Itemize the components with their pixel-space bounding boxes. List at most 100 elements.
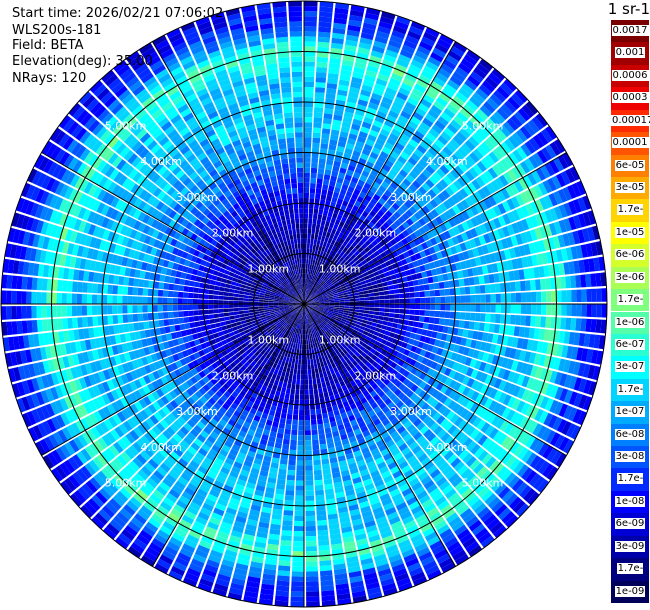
radar-gate-cell <box>300 369 304 375</box>
radar-gate-cell <box>429 199 439 209</box>
radar-gate-cell <box>506 358 514 370</box>
radar-gate-cell <box>327 73 339 80</box>
radar-gate-cell <box>443 508 456 519</box>
radar-gate-cell <box>403 287 410 293</box>
radar-gate-cell <box>420 457 432 467</box>
radar-gate-cell <box>206 422 215 431</box>
radar-gate-cell <box>275 488 285 495</box>
radar-gate-cell <box>247 334 254 340</box>
radar-gate-cell <box>399 309 405 314</box>
radar-gate-cell <box>255 536 267 544</box>
radar-gate-cell <box>322 292 327 296</box>
radar-gate-cell <box>387 549 400 558</box>
radar-gate-cell <box>449 545 464 557</box>
radar-gate-cell <box>283 398 289 404</box>
radar-gate-cell <box>377 172 386 181</box>
radar-gate-cell <box>234 422 243 430</box>
radar-gate-cell <box>267 328 273 333</box>
radar-gate-cell <box>333 241 339 247</box>
radar-gate-cell <box>399 293 405 299</box>
radar-gate-cell <box>481 437 492 449</box>
radar-gate-cell <box>379 16 394 25</box>
radar-gate-cell <box>320 351 324 357</box>
radar-gate-cell <box>402 407 412 416</box>
radar-gate-cell <box>330 286 336 290</box>
radar-gate-cell <box>179 547 194 558</box>
radar-gate-cell <box>372 344 379 351</box>
radar-gate-cell <box>227 341 234 347</box>
radar-gate-cell <box>100 450 112 463</box>
radar-gate-cell <box>363 478 373 487</box>
radar-gate-cell <box>333 160 341 168</box>
radar-gate-cell <box>356 285 363 290</box>
radar-gate-cell <box>489 343 497 354</box>
radar-gate-cell <box>377 247 385 254</box>
radar-gate-cell <box>424 336 431 344</box>
radar-gate-cell <box>133 492 146 505</box>
radar-gate-cell <box>437 192 447 203</box>
radar-gate-cell <box>412 463 423 473</box>
radar-gate-cell <box>504 138 516 152</box>
radar-gate-cell <box>340 337 346 343</box>
radar-gate-cell <box>324 221 330 227</box>
radar-gate-cell <box>206 409 215 418</box>
radar-gate-cell <box>484 284 491 294</box>
radar-gate-cell <box>136 489 149 501</box>
radar-gate-cell <box>311 275 315 281</box>
radar-gate-cell <box>407 351 415 359</box>
radar-gate-cell <box>566 345 574 359</box>
radar-gate-cell <box>263 408 270 415</box>
radar-gate-cell <box>344 281 350 286</box>
radar-gate-cell <box>59 398 69 411</box>
radar-gate-cell <box>350 513 362 521</box>
radar-gate-cell <box>409 332 417 340</box>
radar-gate-cell <box>405 437 416 447</box>
radar-gate-cell <box>460 355 468 365</box>
radar-gate-cell <box>379 308 385 312</box>
radar-gate-cell <box>374 479 385 488</box>
radar-gate-cell <box>585 243 593 257</box>
radar-gate-cell <box>398 319 404 325</box>
radar-gate-cell <box>493 378 502 389</box>
radar-gate-cell <box>414 542 428 553</box>
radar-gate-cell <box>349 278 355 284</box>
radar-gate-cell <box>256 359 263 366</box>
radar-gate-cell <box>382 146 392 155</box>
radar-gate-cell <box>291 321 295 327</box>
radar-gate-cell <box>422 415 432 425</box>
radar-gate-cell <box>322 230 327 237</box>
radar-gate-cell <box>336 198 344 205</box>
radar-gate-cell <box>455 295 461 303</box>
radar-gate-cell <box>486 517 500 531</box>
radar-gate-cell <box>503 172 513 184</box>
radar-gate-cell <box>414 309 420 316</box>
radar-gate-cell <box>393 190 402 199</box>
radar-gate-cell <box>540 165 551 179</box>
radar-gate-cell <box>256 318 262 323</box>
radar-gate-cell <box>361 473 371 482</box>
radar-gate-cell <box>306 324 308 330</box>
radar-gate-cell <box>347 164 356 172</box>
radar-gate-cell <box>50 401 60 415</box>
radar-gate-cell <box>318 286 323 291</box>
radar-gate-cell <box>292 414 299 420</box>
radar-gate-cell <box>322 283 328 288</box>
radar-gate-cell <box>304 122 313 128</box>
radar-gate-cell <box>336 225 343 232</box>
radar-gate-cell <box>203 413 212 422</box>
radar-gate-cell <box>499 420 510 432</box>
radar-gate-cell <box>354 279 361 284</box>
radar-gate-cell <box>310 311 315 316</box>
radar-gate-cell <box>334 109 344 116</box>
radar-gate-cell <box>329 222 335 229</box>
radar-gate-cell <box>270 405 277 412</box>
radar-gate-cell <box>208 554 222 564</box>
radar-gate-cell <box>369 300 375 304</box>
radar-gate-cell <box>83 402 93 414</box>
radar-gate-cell <box>279 325 284 331</box>
radar-gate-cell <box>563 202 573 217</box>
radar-gate-cell <box>387 426 396 435</box>
radar-gate-cell <box>354 377 361 385</box>
radar-gate-cell <box>469 286 476 295</box>
radar-gate-cell <box>329 368 335 375</box>
